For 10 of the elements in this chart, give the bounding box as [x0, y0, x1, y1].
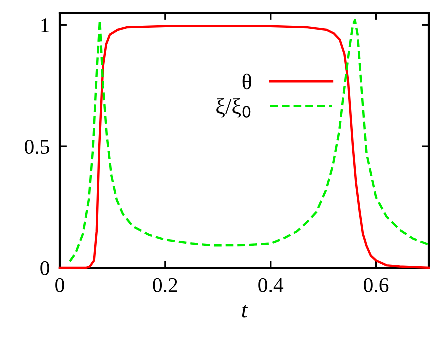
y-tick-label: 0.5 [25, 140, 50, 154]
legend-label: θ [242, 74, 252, 90]
y-tick-label: 0 [40, 261, 50, 276]
x-tick-label: 0.2 [153, 278, 178, 292]
y-tick-label: 1 [42, 18, 50, 32]
legend-label: ξ/ξ$_{0}$ [216, 98, 251, 118]
x-axis-title: t [242, 305, 248, 318]
x-tick-label: 0.6 [364, 278, 389, 292]
x-tick-label: 0 [56, 278, 64, 292]
x-tick-label: 0.4 [258, 278, 284, 292]
